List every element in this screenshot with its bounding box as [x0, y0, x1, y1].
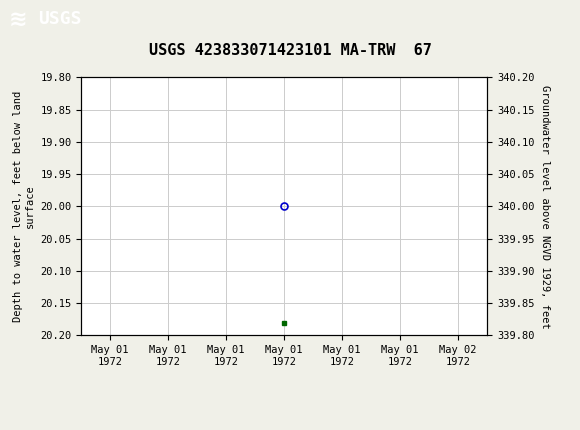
- Text: USGS 423833071423101 MA-TRW  67: USGS 423833071423101 MA-TRW 67: [148, 43, 432, 58]
- Text: USGS: USGS: [38, 10, 81, 28]
- Y-axis label: Groundwater level above NGVD 1929, feet: Groundwater level above NGVD 1929, feet: [540, 85, 550, 328]
- Y-axis label: Depth to water level, feet below land
surface: Depth to water level, feet below land su…: [13, 91, 35, 322]
- Text: ≋: ≋: [9, 9, 27, 29]
